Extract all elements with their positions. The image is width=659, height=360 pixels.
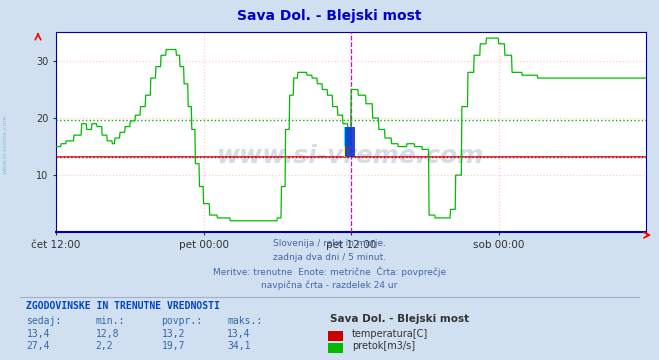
Text: 13,2: 13,2 xyxy=(161,329,185,339)
Text: 19,7: 19,7 xyxy=(161,341,185,351)
Text: 13,4: 13,4 xyxy=(26,329,50,339)
Text: Sava Dol. - Blejski most: Sava Dol. - Blejski most xyxy=(237,9,422,23)
Text: Slovenija / reke in morje.: Slovenija / reke in morje. xyxy=(273,239,386,248)
Text: temperatura[C]: temperatura[C] xyxy=(352,329,428,339)
Text: 27,4: 27,4 xyxy=(26,341,50,351)
Bar xyxy=(344,127,351,146)
Text: povpr.:: povpr.: xyxy=(161,316,202,326)
Text: www.si-vreme.com: www.si-vreme.com xyxy=(217,144,484,168)
Text: www.si-vreme.com: www.si-vreme.com xyxy=(3,114,8,174)
Text: 34,1: 34,1 xyxy=(227,341,251,351)
Text: pretok[m3/s]: pretok[m3/s] xyxy=(352,341,415,351)
Text: navpična črta - razdelek 24 ur: navpična črta - razdelek 24 ur xyxy=(262,280,397,290)
Text: 2,2: 2,2 xyxy=(96,341,113,351)
Bar xyxy=(345,127,355,157)
Text: 13,4: 13,4 xyxy=(227,329,251,339)
Text: Sava Dol. - Blejski most: Sava Dol. - Blejski most xyxy=(330,314,469,324)
Text: ZGODOVINSKE IN TRENUTNE VREDNOSTI: ZGODOVINSKE IN TRENUTNE VREDNOSTI xyxy=(26,301,220,311)
Text: zadnja dva dni / 5 minut.: zadnja dva dni / 5 minut. xyxy=(273,253,386,262)
Bar xyxy=(344,127,351,157)
Text: 12,8: 12,8 xyxy=(96,329,119,339)
Text: sedaj:: sedaj: xyxy=(26,316,61,326)
Text: maks.:: maks.: xyxy=(227,316,262,326)
Text: min.:: min.: xyxy=(96,316,125,326)
Text: Meritve: trenutne  Enote: metrične  Črta: povprečje: Meritve: trenutne Enote: metrične Črta: … xyxy=(213,267,446,277)
